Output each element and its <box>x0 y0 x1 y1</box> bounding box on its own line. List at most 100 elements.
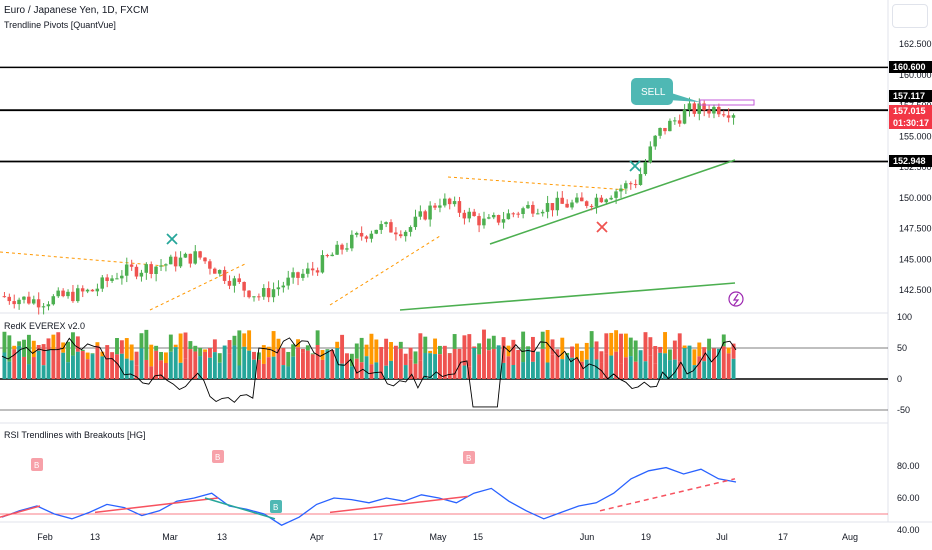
candle-body <box>144 264 148 273</box>
everex-bar-top <box>658 346 663 353</box>
candle-body <box>457 201 462 213</box>
everex-bar-top <box>276 338 281 350</box>
everex-bar-bottom <box>697 356 702 379</box>
everex-bar-bottom <box>71 355 75 379</box>
everex-bar-top <box>188 341 193 350</box>
candle-body <box>398 234 403 237</box>
candle-body <box>584 201 589 206</box>
everex-bar-top <box>95 342 100 346</box>
candle-body <box>61 290 65 297</box>
candle-body <box>76 288 80 302</box>
candle-body <box>203 257 207 262</box>
everex-bar-top <box>526 346 530 350</box>
everex-bar-bottom <box>227 353 232 379</box>
candle-body <box>643 162 648 175</box>
everex-bar-bottom <box>687 345 692 379</box>
everex-bar-bottom <box>496 345 501 379</box>
candle-body <box>614 191 618 198</box>
everex-bar-bottom <box>115 354 119 379</box>
everex-bar-top <box>271 331 276 357</box>
everex-bar-top <box>80 349 85 352</box>
everex-bar-bottom <box>7 361 12 379</box>
candle-body <box>183 253 188 258</box>
candle-body <box>213 268 217 274</box>
everex-bar-top <box>71 332 75 356</box>
everex-bar-top <box>663 332 667 354</box>
candle-body <box>134 266 139 277</box>
everex-bar-bottom <box>408 359 413 379</box>
everex-bar-bottom <box>384 365 389 379</box>
candle-body <box>90 289 95 292</box>
everex-bar-bottom <box>535 351 540 379</box>
everex-bar-bottom <box>247 350 252 379</box>
everex-bar-top <box>168 334 173 352</box>
everex-bar-top <box>149 344 154 367</box>
candle-body <box>663 127 667 132</box>
everex-bar-bottom <box>526 349 530 379</box>
everex-bar-top <box>154 345 159 351</box>
everex-bar-bottom <box>193 351 198 379</box>
candle-body <box>687 103 692 110</box>
time-tick-label: 13 <box>217 532 227 542</box>
sell-signal-bubble <box>631 78 673 105</box>
panel3-title[interactable]: RSI Trendlines with Breakouts [HG] <box>4 430 146 440</box>
everex-bar-bottom <box>144 359 149 379</box>
panel2-title[interactable]: RedK EVEREX v2.0 <box>4 321 86 331</box>
everex-bar-top <box>203 349 208 352</box>
alert-lightning-icon <box>728 291 744 307</box>
candle-body <box>472 211 476 217</box>
everex-bar-bottom <box>2 352 7 379</box>
candle-body <box>501 219 506 223</box>
everex-bar-bottom <box>501 362 506 379</box>
pivot-dashed-line <box>0 251 166 267</box>
everex-bar-top <box>75 336 80 352</box>
everex-bar-top <box>315 330 320 346</box>
candle-body <box>237 278 241 282</box>
everex-bar-bottom <box>575 359 579 379</box>
candle-body <box>350 234 354 249</box>
candle-body <box>188 253 193 264</box>
candle-body <box>12 301 16 305</box>
everex-bar-bottom <box>325 350 330 379</box>
candle-body <box>692 103 697 114</box>
everex-bar-top <box>433 338 438 355</box>
pivot-dashed-line <box>149 263 246 311</box>
candle-body <box>496 215 501 223</box>
everex-bar-bottom <box>663 353 667 379</box>
everex-bar-top <box>413 351 418 364</box>
everex-bar-top <box>530 336 535 362</box>
candle-body <box>443 198 447 206</box>
candle-body <box>66 291 70 297</box>
panel2-tick-label: 0 <box>897 374 902 384</box>
everex-bar-top <box>2 331 7 353</box>
everex-bar-bottom <box>154 350 159 379</box>
candle-body <box>394 232 398 235</box>
everex-bar-top <box>731 343 736 359</box>
everex-bar-top <box>428 350 433 354</box>
everex-bar-bottom <box>242 346 247 379</box>
everex-bar-bottom <box>477 354 482 379</box>
everex-bar-bottom <box>217 362 222 379</box>
everex-bar-bottom <box>506 356 511 379</box>
candle-body <box>286 277 290 286</box>
everex-bar-top <box>545 329 550 363</box>
indicator-trendline-pivots[interactable]: Trendline Pivots [QuantVue] <box>4 20 116 30</box>
toolbar-button[interactable] <box>892 4 928 28</box>
rsi-breakout-marker <box>31 458 43 471</box>
everex-bar-bottom <box>110 352 115 379</box>
candle-body <box>2 296 7 298</box>
candle-body <box>291 272 295 278</box>
price-label-text: 01:30:17 <box>893 118 929 128</box>
everex-bar-bottom <box>80 351 85 379</box>
everex-bar-bottom <box>281 365 286 379</box>
candle-body <box>261 288 266 297</box>
everex-bar-top <box>594 341 599 360</box>
rsi-trendline-projected <box>599 478 736 512</box>
price-label-tag <box>889 155 932 167</box>
candle-body <box>354 232 359 235</box>
everex-bar-bottom <box>374 362 379 379</box>
candle-body <box>56 290 60 297</box>
rsi-trendline <box>0 505 41 518</box>
everex-bar-bottom <box>604 353 609 379</box>
